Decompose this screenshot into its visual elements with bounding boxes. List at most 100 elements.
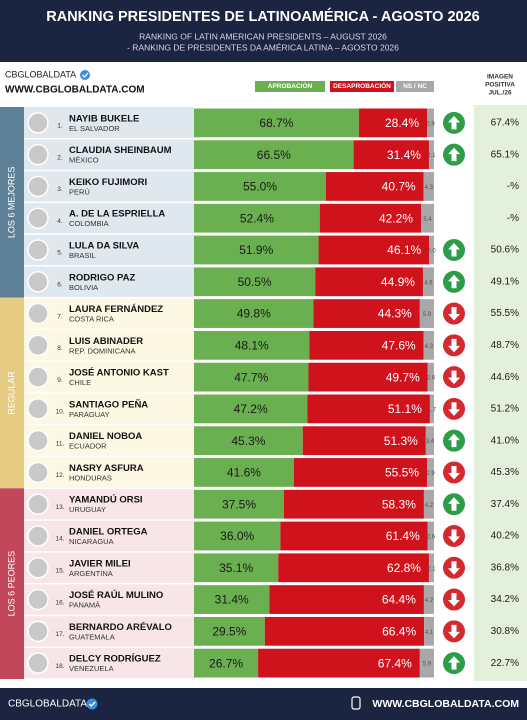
photo (27, 398, 49, 420)
bar-segment (353, 140, 429, 170)
photo (27, 557, 49, 579)
photo (27, 302, 49, 325)
country: CHILE (69, 378, 91, 387)
image-positive: 48.7% (491, 340, 519, 351)
legend-swatch (255, 81, 325, 92)
value-label: 58.3% (382, 497, 416, 511)
bar-segment (194, 362, 309, 392)
value-label: 68.7% (259, 116, 293, 130)
president-name: LAURA FERNÁNDEZ (69, 304, 163, 315)
brand: CBGLOBALDATA (5, 69, 76, 79)
bar-segment (423, 585, 434, 614)
country: VENEZUELA (69, 664, 114, 673)
click-icon (351, 696, 361, 710)
value-label: 36.0% (220, 529, 254, 543)
country: NICARAGUA (69, 537, 114, 546)
bar-segment (302, 426, 426, 456)
trend-arrow (448, 402, 460, 416)
president-name: SANTIAGO PEÑA (69, 399, 148, 410)
value-label: 2.9 (426, 471, 435, 477)
rank: 10. (55, 409, 64, 416)
president-name: DANIEL NOBOA (69, 431, 142, 442)
value-label: 66.5% (257, 148, 291, 162)
image-positive: 40.2% (491, 531, 519, 542)
bar-segment (313, 299, 420, 328)
value-label: 4.2 (425, 503, 434, 509)
value-label: 61.4% (386, 529, 420, 543)
bar-segment (293, 458, 428, 487)
bar-segment (194, 108, 359, 138)
bar-segment (278, 553, 429, 583)
verified-icon (80, 70, 90, 80)
value-label: 55.0% (243, 180, 277, 194)
subtitle: - RANKING DE PRESIDENTES DA AMÉRICA LATI… (127, 42, 399, 52)
value-label: 5.9 (423, 312, 432, 318)
country: REP. DOMINICANA (69, 346, 136, 355)
value-label: 49.8% (237, 307, 271, 321)
country: GUATEMALA (69, 632, 115, 641)
photo (27, 175, 49, 198)
bar-segment (326, 172, 424, 201)
president-name: DANIEL ORTEGA (69, 527, 148, 538)
value-label: 2.1 (427, 153, 436, 159)
rank: 11. (56, 440, 65, 447)
bar-segment (308, 362, 428, 392)
value-label: 5.4 (423, 217, 432, 223)
image-positive: 50.6% (491, 245, 519, 256)
photo (27, 207, 49, 229)
bar-segment (307, 394, 430, 424)
bar-segment (424, 616, 434, 646)
value-label: 2.9 (426, 121, 435, 127)
country: BRASIL (69, 251, 96, 260)
country: COSTA RICA (69, 315, 114, 324)
image-column (474, 105, 527, 681)
bar-segment (194, 648, 259, 678)
country: BOLIVIA (69, 283, 98, 292)
country: PANAMÁ (69, 601, 100, 610)
image-positive: -% (507, 213, 519, 224)
rank: 16. (55, 599, 64, 606)
photo (27, 461, 49, 484)
bar-segment (194, 553, 279, 583)
rank: 12. (55, 472, 64, 479)
rank: 13. (55, 504, 64, 511)
bar-segment (315, 267, 423, 297)
bar-segment (194, 426, 303, 456)
value-label: 50.5% (238, 275, 272, 289)
value-label: 51.9% (239, 243, 273, 257)
legend-label: NS / NC (403, 83, 427, 90)
group-label: REGULAR (6, 371, 16, 415)
bar-segment (427, 458, 434, 487)
group-strip (0, 488, 24, 679)
verified-check (82, 72, 89, 78)
image-positive: 55.5% (491, 308, 519, 319)
photo (27, 588, 49, 611)
country: PARAGUAY (69, 410, 110, 419)
bar-segment (194, 140, 354, 170)
president-name: BERNARDO ARÉVALO (69, 622, 172, 633)
president-name: DELCY RODRÍGUEZ (69, 654, 161, 665)
footer-brand: CBGLOBALDATA (8, 699, 87, 710)
group-label: LOS 6 MEJORES (6, 167, 16, 239)
photo (27, 271, 49, 293)
trend-arrow (448, 147, 460, 162)
rank: 2. (57, 154, 63, 161)
image-positive: 41.0% (491, 435, 519, 446)
trend-arrow (448, 624, 460, 639)
country: MÉXICO (69, 156, 99, 165)
image-positive: 45.3% (491, 467, 519, 478)
bar-segment (194, 521, 281, 551)
trend-arrow (448, 465, 460, 480)
rank: 5. (57, 250, 63, 257)
bar-segment (422, 267, 434, 297)
value-label: 47.6% (382, 339, 416, 353)
bar-segment (423, 489, 434, 519)
photo (27, 239, 49, 261)
country: PERÚ (69, 187, 90, 196)
image-header: JUL./26 (488, 90, 512, 97)
bar-segment (427, 108, 434, 138)
trend-arrow (448, 115, 460, 130)
president-name: JOSÉ RAÚL MULINO (69, 589, 163, 601)
legend-swatch (396, 81, 434, 92)
country: URUGUAY (69, 505, 106, 514)
